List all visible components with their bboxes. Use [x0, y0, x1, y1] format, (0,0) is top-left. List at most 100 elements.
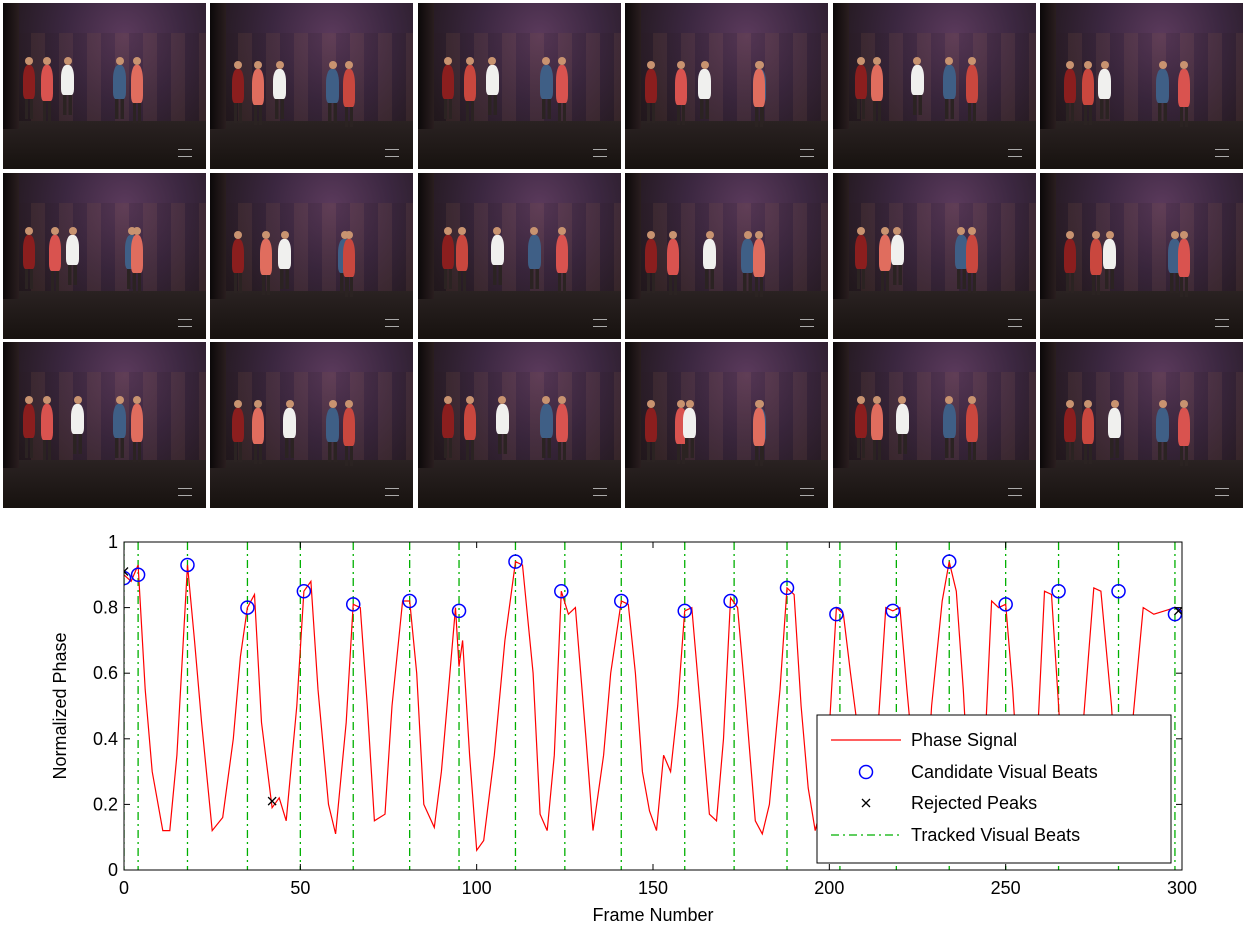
video-frame-thumbnail — [832, 3, 1036, 169]
legend-entry-label: Phase Signal — [911, 730, 1017, 750]
plot-data — [124, 542, 1182, 870]
x-tick-label: 50 — [290, 878, 310, 898]
dancer-figure — [441, 226, 454, 289]
dancer-figure — [326, 61, 340, 123]
dancer-figure — [854, 57, 867, 119]
video-frame-thumbnail — [3, 3, 206, 169]
dancer-figure — [753, 230, 766, 297]
dancer-figure — [1064, 61, 1076, 123]
dancer-figure — [131, 396, 143, 462]
dancer-figure — [1178, 400, 1190, 466]
dancer-figure — [555, 396, 568, 462]
dancer-figure — [965, 396, 978, 462]
dancer-figure — [66, 226, 79, 285]
x-tick-label: 300 — [1167, 878, 1197, 898]
dancer-figure — [252, 400, 265, 464]
dancer-figure — [741, 230, 755, 293]
candidate-beat-marker — [402, 593, 417, 609]
dancer-figure — [965, 57, 978, 123]
channel-logo-icon — [1007, 149, 1022, 157]
candidate-beat-marker — [998, 597, 1013, 612]
dancer-figure — [41, 57, 53, 121]
dancer-figure — [1103, 230, 1116, 289]
dancer-figure — [343, 230, 356, 297]
channel-logo-icon — [1215, 318, 1229, 327]
candidate-beat-marker — [296, 583, 312, 599]
dancer-figure — [283, 400, 297, 458]
candidate-beat-marker — [829, 606, 844, 622]
dancer-figure — [753, 61, 766, 127]
dancer-figure — [753, 400, 766, 466]
legend-rejected-swatch — [861, 798, 871, 808]
video-frame-thumbnail — [3, 342, 206, 508]
dancer-figure — [260, 230, 273, 295]
dancer-figure — [131, 226, 143, 293]
dancer-figure — [343, 61, 356, 127]
y-tick-label: 0 — [108, 860, 118, 880]
dancer-figure — [555, 57, 568, 123]
legend-candidate-swatch — [858, 764, 874, 780]
phase-chart: 0 50 100 150 200 250 300 0 0.2 0.4 0.6 0.8 1 Frame Nu… — [50, 532, 1197, 925]
dancer-figure — [326, 400, 340, 462]
candidate-beat-marker — [124, 570, 132, 586]
frame-thumbnail-grid — [3, 3, 1243, 508]
legend-entry-label: Candidate Visual Beats — [911, 762, 1098, 782]
dancer-figure — [273, 61, 287, 119]
dancer-figure — [878, 226, 891, 291]
channel-logo-icon — [385, 318, 400, 327]
dancer-figure — [890, 226, 904, 285]
dancer-figure — [278, 230, 292, 289]
video-frame-thumbnail — [625, 172, 829, 339]
video-frame-thumbnail — [832, 342, 1036, 508]
x-tick-label: 200 — [814, 878, 844, 898]
channel-logo-icon — [1007, 488, 1022, 496]
dancer-figure — [965, 226, 978, 293]
video-frame-thumbnail — [417, 3, 621, 169]
dancer-figure — [1098, 61, 1111, 119]
dancer-figure — [232, 400, 245, 462]
dancer-figure — [645, 61, 658, 123]
video-frame-thumbnail — [625, 3, 829, 169]
channel-logo-icon — [385, 488, 400, 496]
x-tick-label: 150 — [638, 878, 668, 898]
channel-logo-icon — [592, 318, 607, 327]
dancer-figure — [645, 230, 658, 293]
channel-logo-icon — [592, 149, 607, 157]
candidate-beat-marker — [614, 593, 629, 609]
dancer-figure — [232, 230, 245, 293]
channel-logo-icon — [1215, 149, 1229, 157]
candidate-beat-marker — [451, 603, 467, 619]
dancer-figure — [232, 61, 245, 123]
dancer-figure — [252, 61, 265, 125]
dancer-figure — [23, 396, 35, 458]
dancer-figure — [645, 400, 658, 462]
dancer-figure — [41, 396, 53, 460]
y-tick-label: 0.6 — [93, 663, 118, 683]
candidate-beat-marker — [779, 580, 795, 596]
video-frame-thumbnail — [832, 172, 1036, 339]
dancer-figure — [527, 226, 541, 289]
channel-logo-icon — [800, 488, 815, 496]
dancer-figure — [942, 396, 956, 458]
dancer-figure — [23, 57, 35, 119]
phase-signal-line — [124, 560, 1182, 852]
dancer-figure — [1064, 400, 1076, 462]
dancer-figure — [539, 57, 553, 119]
y-tick-label: 0.8 — [93, 598, 118, 618]
rejected-peak-marker — [124, 567, 129, 576]
legend-entry-label: Rejected Peaks — [911, 793, 1037, 813]
dancer-figure — [683, 400, 697, 458]
channel-logo-icon — [385, 149, 400, 157]
channel-logo-icon — [800, 149, 815, 157]
dancer-figure — [667, 230, 680, 295]
channel-logo-icon — [1007, 318, 1022, 327]
candidate-beat-marker — [941, 554, 957, 569]
dancer-figure — [854, 226, 867, 289]
dancer-figure — [703, 230, 717, 289]
dancer-figure — [1090, 230, 1102, 295]
rejected-peak-marker — [1174, 606, 1182, 616]
channel-logo-icon — [1215, 488, 1229, 496]
candidate-beat-marker — [180, 557, 195, 573]
y-tick-label: 0.4 — [93, 729, 118, 749]
x-tick-label: 0 — [119, 878, 129, 898]
